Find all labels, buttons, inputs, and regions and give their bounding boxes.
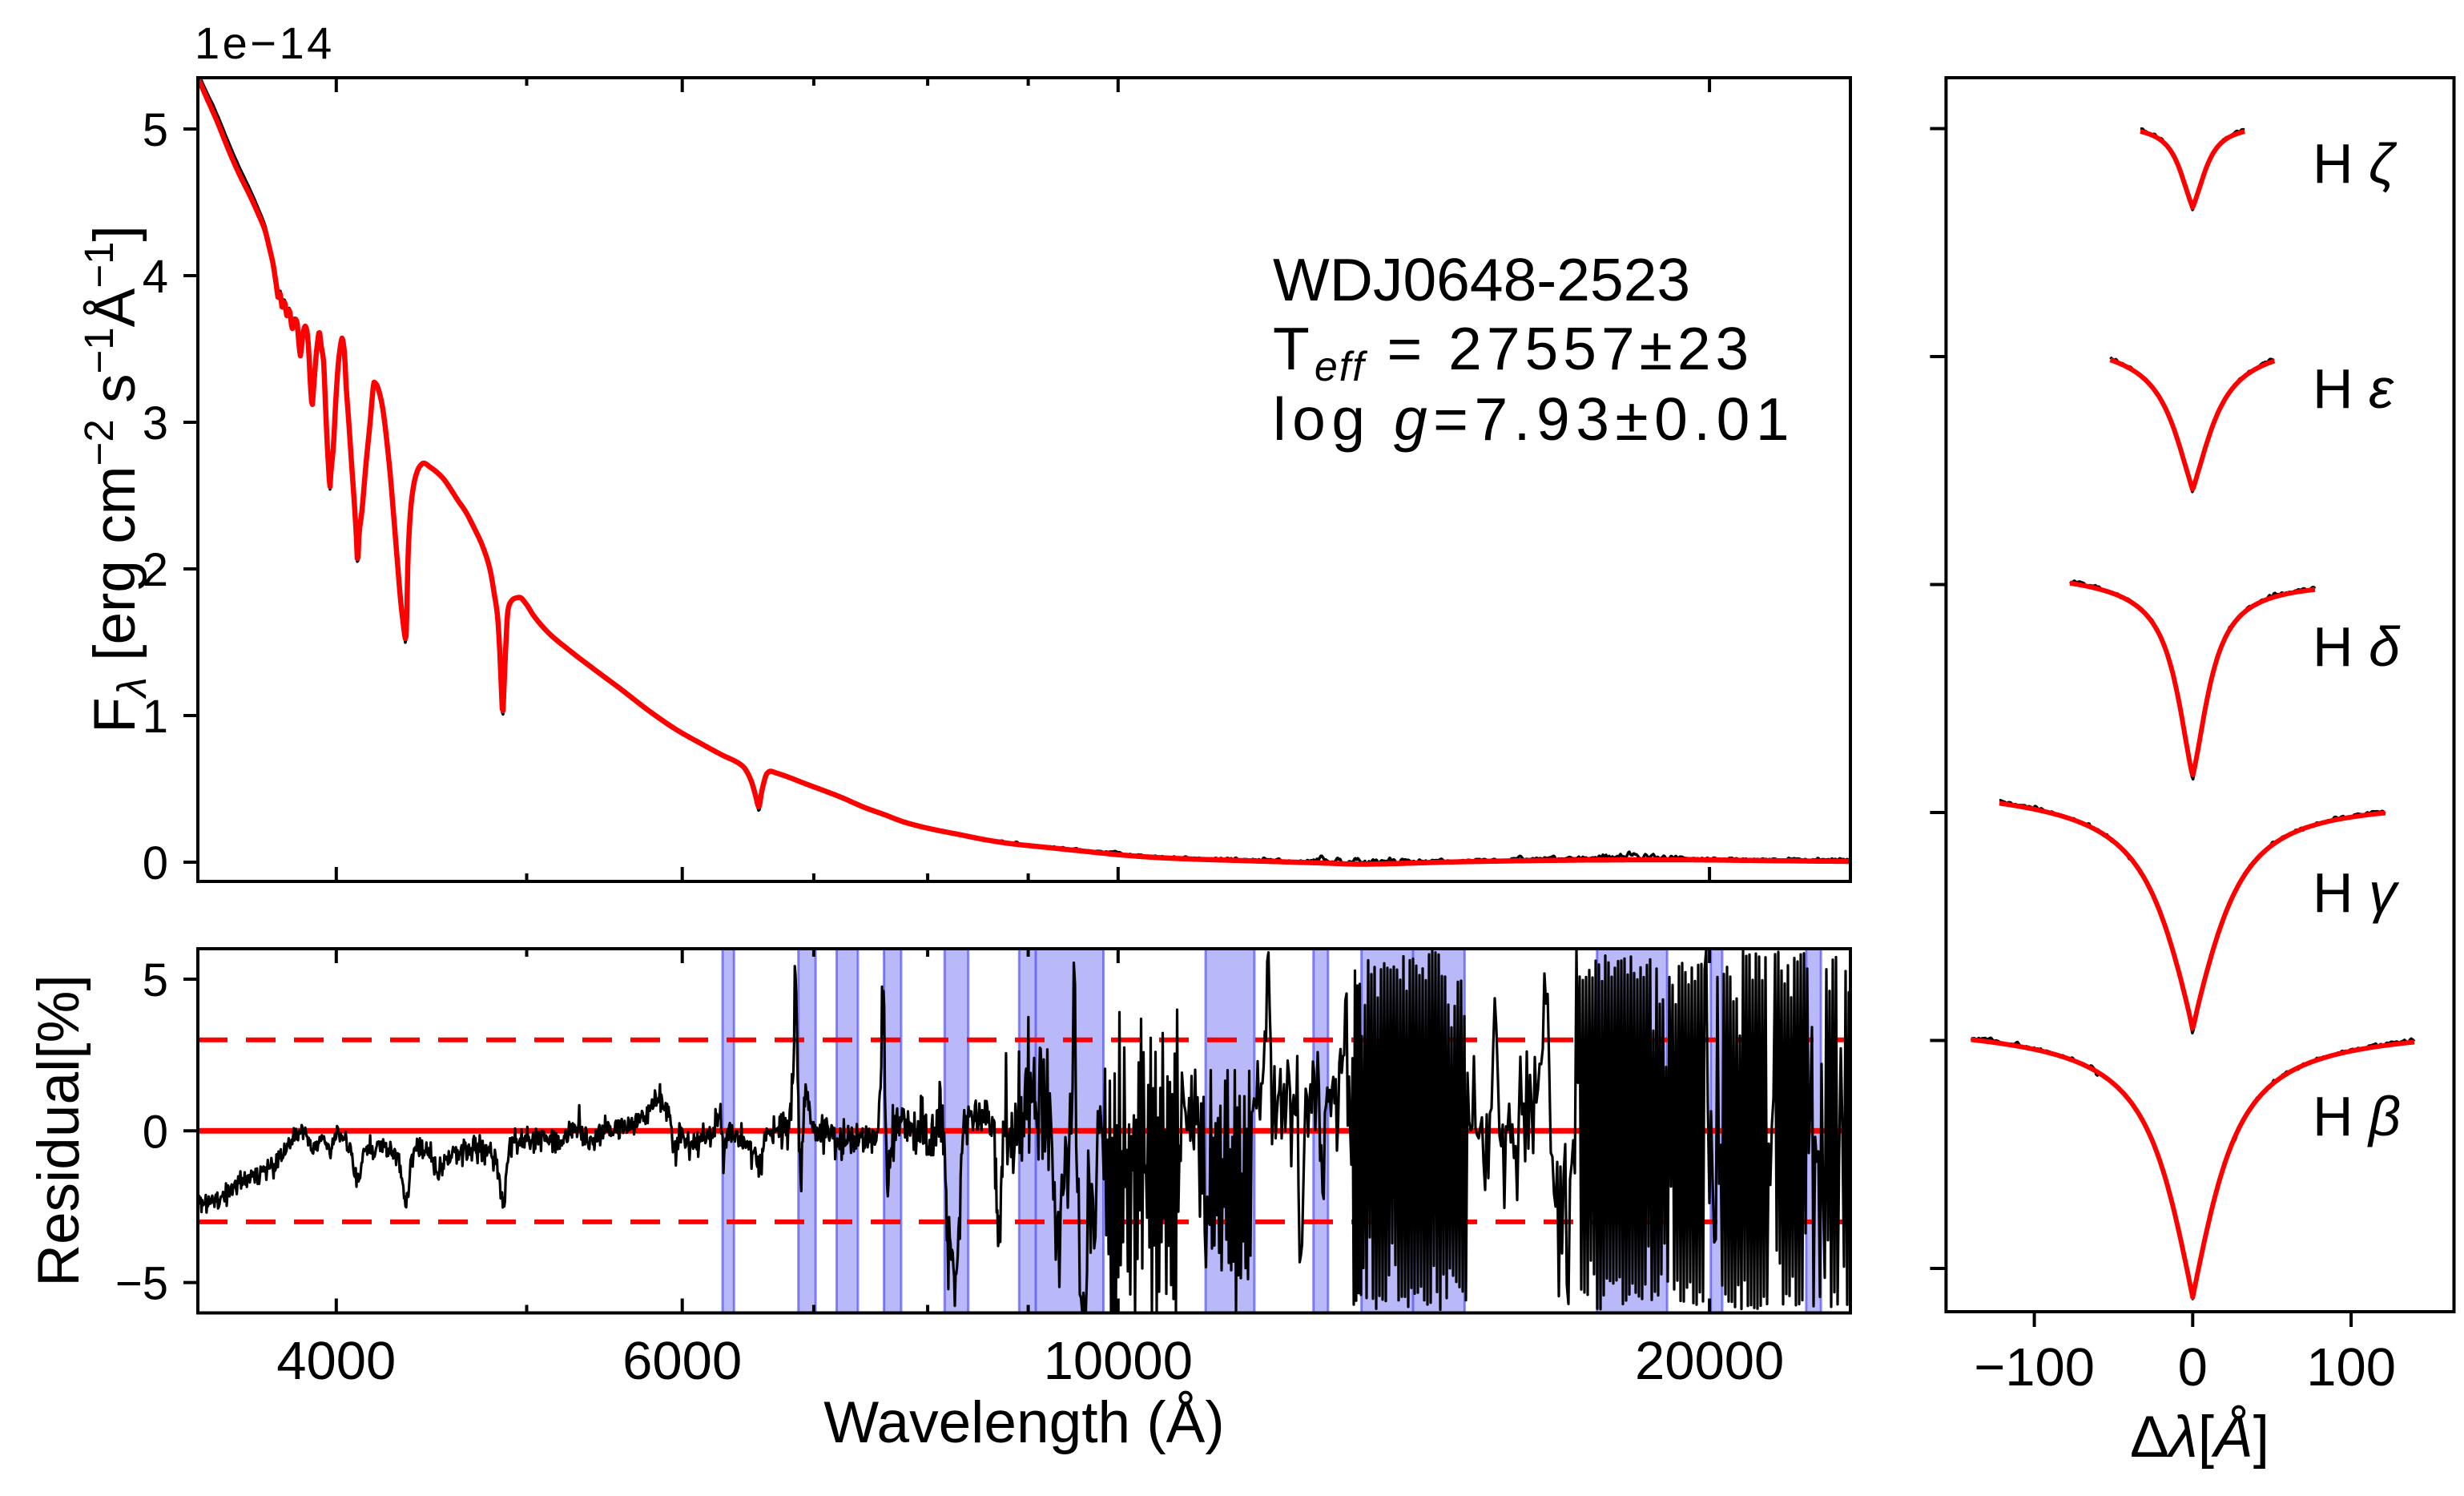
svg-text:5: 5 <box>143 104 168 156</box>
svg-text:Δλ[Å]: Δλ[Å] <box>2130 1405 2269 1470</box>
svg-text:H ε: H ε <box>2313 357 2394 420</box>
svg-text:4000: 4000 <box>276 1331 396 1391</box>
svg-text:Residual[%]: Residual[%] <box>26 974 91 1287</box>
svg-text:H δ: H δ <box>2313 615 2401 678</box>
svg-text:H β: H β <box>2313 1085 2401 1147</box>
svg-text:2: 2 <box>143 544 168 596</box>
svg-text:Wavelength (Å): Wavelength (Å) <box>823 1390 1224 1455</box>
svg-text:0: 0 <box>2178 1337 2208 1397</box>
svg-text:H γ: H γ <box>2313 861 2400 924</box>
svg-text:log g=7.93±0.01: log g=7.93±0.01 <box>1273 385 1795 453</box>
svg-text:20000: 20000 <box>1635 1331 1784 1391</box>
svg-text:0: 0 <box>143 837 168 889</box>
svg-text:H ζ: H ζ <box>2313 132 2398 195</box>
svg-text:1e−14: 1e−14 <box>195 18 335 68</box>
svg-text:5: 5 <box>143 954 168 1006</box>
svg-text:−100: −100 <box>1974 1337 2095 1397</box>
svg-text:Fλ [erg cm−2 s−1Å−1]: Fλ [erg cm−2 s−1Å−1] <box>76 225 155 733</box>
svg-text:−5: −5 <box>115 1258 168 1310</box>
svg-text:100: 100 <box>2306 1337 2396 1397</box>
svg-text:3: 3 <box>143 397 168 450</box>
svg-text:6000: 6000 <box>622 1331 742 1391</box>
svg-text:1: 1 <box>143 691 168 743</box>
svg-text:0: 0 <box>143 1106 168 1158</box>
svg-text:10000: 10000 <box>1044 1331 1193 1391</box>
svg-text:WDJ0648-2523: WDJ0648-2523 <box>1273 246 1690 313</box>
svg-text:4: 4 <box>143 251 168 303</box>
svg-text:Teff = 27557±23: Teff = 27557±23 <box>1273 315 1753 390</box>
